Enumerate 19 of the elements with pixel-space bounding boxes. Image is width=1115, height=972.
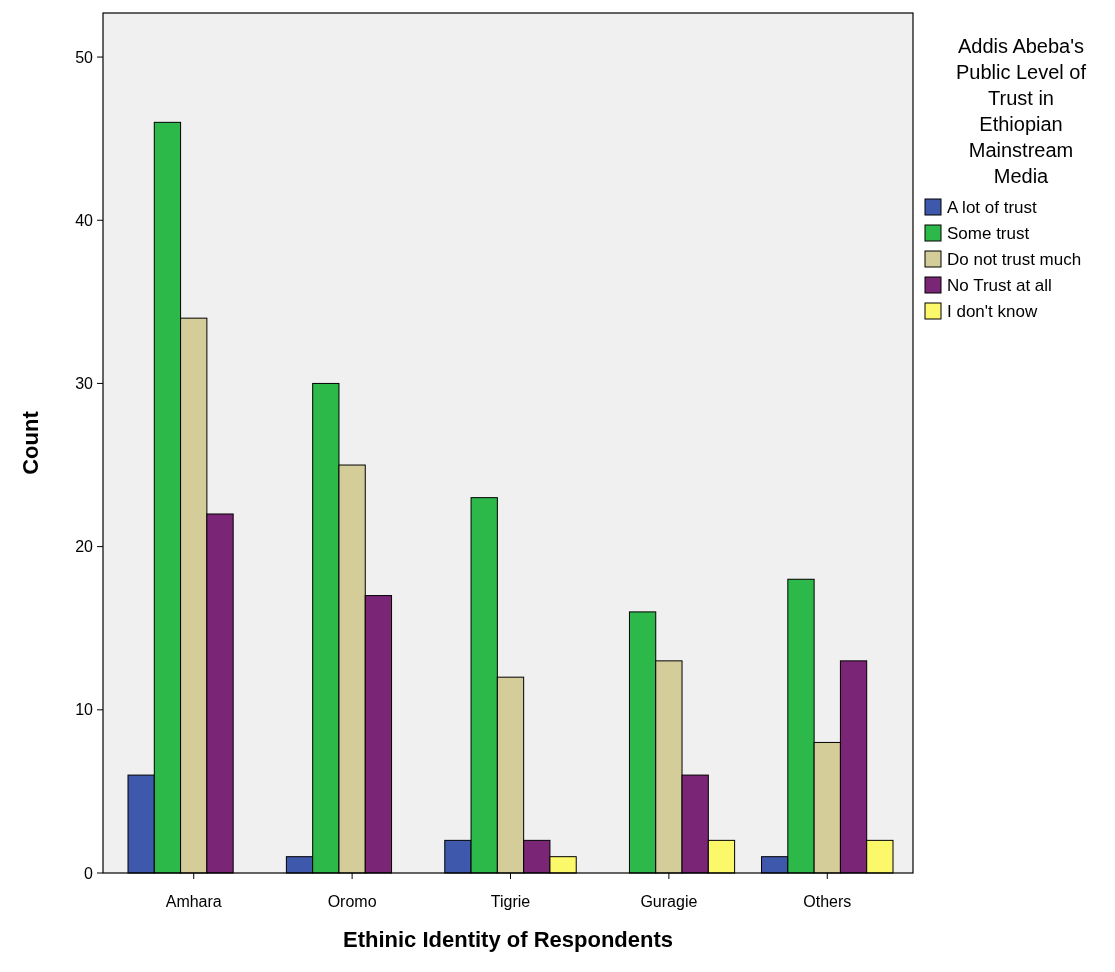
legend-label: I don't know (947, 301, 1038, 321)
x-tick-label: Guragie (640, 893, 698, 910)
x-tick-label: Amhara (165, 893, 222, 910)
y-tick-label: 30 (75, 375, 94, 393)
y-tick-label: 10 (75, 701, 94, 719)
y-tick-label: 40 (75, 211, 94, 229)
y-tick-label: 20 (75, 538, 94, 556)
x-tick-label: Oromo (327, 893, 377, 910)
legend-label: A lot of trust (947, 197, 1038, 217)
legend-label: Do not trust much (947, 249, 1082, 269)
legend-label: Some trust (947, 223, 1030, 243)
x-tick-label: Others (803, 893, 852, 910)
y-tick-label: 50 (75, 48, 94, 66)
x-axis-title: Ethinic Identity of Respondents (342, 927, 674, 952)
legend-label: No Trust at all (947, 275, 1052, 295)
x-tick-label: Tigrie (490, 893, 531, 910)
y-axis-title: Count (18, 410, 43, 475)
legend-title: Addis Abeba's Public Level of Trust in Ethiopian Mainstream Media (955, 35, 1087, 187)
y-tick-label: 0 (84, 864, 94, 882)
